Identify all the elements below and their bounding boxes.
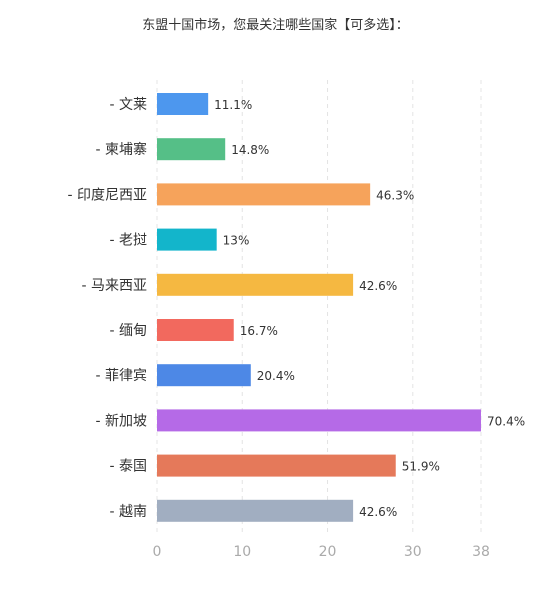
value-label: 14.8% [231,143,269,157]
category-label: - 文莱 [109,97,147,113]
bar [157,183,371,206]
value-labels: 11.1% 14.8% 46.3% 13% 42.6% 16.7% 20.4% 70.4% 51… [214,98,525,519]
category-label: - 越南 [109,504,147,520]
bar [157,273,354,296]
category-label: - 马来西亚 [81,278,147,294]
value-label: 70.4% [487,414,525,428]
value-label: 16.7% [240,324,278,338]
bar [157,319,234,341]
bar [157,138,226,161]
bar [157,409,481,432]
value-label: 11.1% [214,98,252,112]
x-tick-label: 30 [404,544,422,560]
category-label: - 泰国 [109,459,147,475]
category-label: - 缅甸 [109,323,147,339]
category-label: - 柬埔寨 [95,141,147,158]
value-label: 42.6% [359,279,397,293]
chart-title: 东盟十国市场，您最关注哪些国家【可多选】： [142,18,409,33]
value-label: 20.4% [257,369,295,383]
value-label: 51.9% [402,460,440,474]
bar [157,228,217,251]
category-label: - 印度尼西亚 [67,187,147,203]
bars [157,93,481,522]
category-label: - 新加坡 [95,413,147,429]
bar [157,454,396,477]
x-tick-label: 20 [319,544,337,560]
value-label: 42.6% [359,505,397,519]
category-label: - 老挝 [109,233,147,249]
bar [157,364,251,387]
value-label: 46.3% [376,188,414,202]
value-label: 13% [223,234,250,248]
bar [157,93,209,115]
x-tick-label: 10 [233,544,251,560]
x-axis-ticks: 0 10 20 30 38 [153,544,490,560]
bar [157,499,354,522]
category-labels: - 文莱 - 柬埔寨 - 印度尼西亚 - 老挝 - 马来西亚 - 缅甸 - 菲律宾 - 新加坡… [67,97,147,520]
x-tick-label: 0 [153,544,162,560]
category-label: - 菲律宾 [95,368,147,384]
x-tick-label: 38 [472,544,490,560]
